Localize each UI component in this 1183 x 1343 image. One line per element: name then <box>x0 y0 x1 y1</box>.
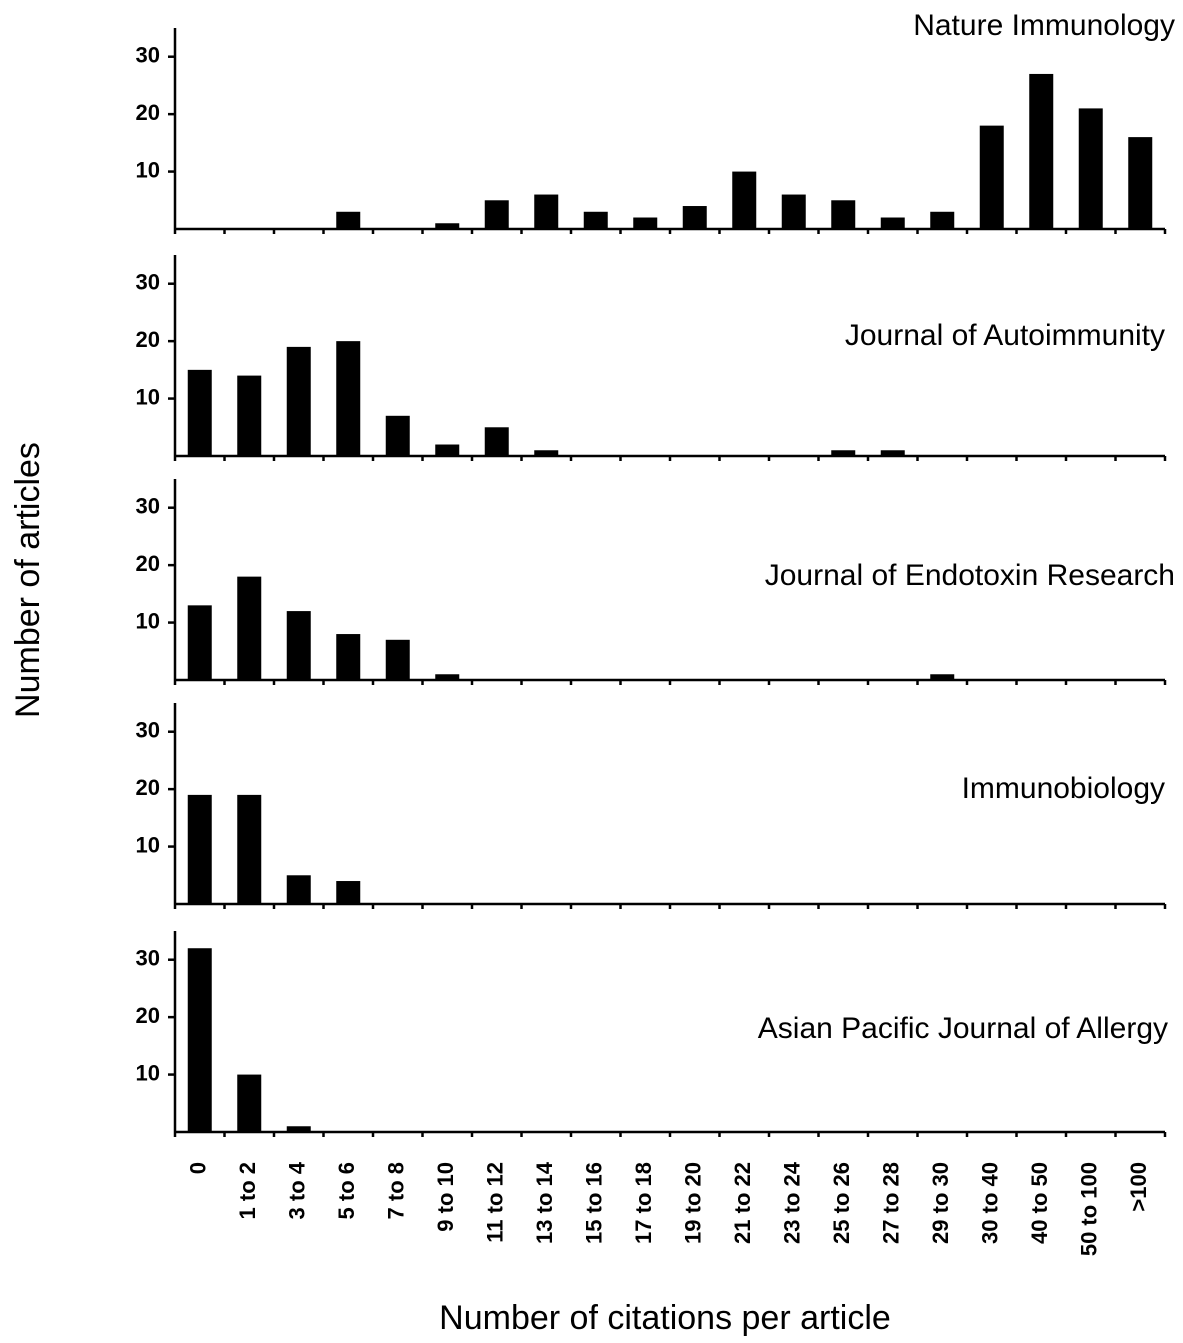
bar <box>237 794 262 904</box>
x-tick-label: 15 to 16 <box>582 1162 607 1244</box>
bar <box>435 223 460 229</box>
bar <box>1078 108 1103 229</box>
bar <box>930 674 955 680</box>
bar <box>1029 73 1054 229</box>
x-tick-label: 25 to 26 <box>829 1162 854 1244</box>
panel-title: Immunobiology <box>962 772 1165 805</box>
bar <box>385 415 410 456</box>
bar <box>880 217 905 229</box>
y-tick-label: 30 <box>136 270 160 295</box>
y-tick-label: 30 <box>136 494 160 519</box>
x-tick-label: 0 <box>186 1162 211 1174</box>
x-tick-label: 27 to 28 <box>879 1162 904 1244</box>
bar <box>781 194 806 229</box>
bar <box>732 171 757 229</box>
bar <box>484 200 509 229</box>
bar <box>187 948 212 1132</box>
bar <box>1128 137 1153 229</box>
bar <box>286 346 311 456</box>
x-tick-label: 40 to 50 <box>1027 1162 1052 1244</box>
y-tick-label: 10 <box>136 1060 160 1085</box>
bar <box>336 341 361 456</box>
bar <box>336 634 361 680</box>
bar <box>237 1074 262 1132</box>
y-tick-label: 10 <box>136 608 160 633</box>
x-tick-label: 11 to 12 <box>483 1162 508 1243</box>
bar <box>286 611 311 680</box>
bar <box>484 427 509 456</box>
bar <box>336 881 361 904</box>
x-tick-label: 19 to 20 <box>681 1162 706 1244</box>
x-tick-label: >100 <box>1126 1162 1151 1212</box>
y-tick-label: 20 <box>136 100 160 125</box>
x-tick-label: 17 to 18 <box>631 1162 656 1244</box>
y-tick-label: 20 <box>136 1003 160 1028</box>
y-tick-label: 10 <box>136 157 160 182</box>
y-tick-label: 20 <box>136 551 160 576</box>
y-tick-label: 20 <box>136 775 160 800</box>
x-tick-label: 7 to 8 <box>384 1162 409 1219</box>
bar <box>979 125 1004 229</box>
y-axis-title: Number of articles <box>9 442 47 718</box>
bar <box>385 639 410 680</box>
y-tick-label: 10 <box>136 384 160 409</box>
bar <box>880 450 905 456</box>
bar <box>831 450 856 456</box>
bar <box>633 217 658 229</box>
x-tick-label: 23 to 24 <box>780 1161 805 1244</box>
x-tick-label: 9 to 10 <box>433 1162 458 1232</box>
panel-title: Nature Immunology <box>913 9 1175 42</box>
x-tick-label: 1 to 2 <box>235 1162 260 1219</box>
bar <box>187 794 212 904</box>
bar <box>682 206 707 229</box>
bar <box>435 674 460 680</box>
panel-title: Journal of Endotoxin Research <box>765 559 1175 592</box>
bar <box>187 605 212 680</box>
x-tick-label: 29 to 30 <box>928 1162 953 1244</box>
x-tick-label: 50 to 100 <box>1077 1162 1102 1256</box>
bar <box>583 211 608 229</box>
x-tick-label: 30 to 40 <box>978 1162 1003 1244</box>
y-tick-label: 30 <box>136 43 160 68</box>
bar <box>930 211 955 229</box>
x-tick-label: 13 to 14 <box>532 1161 557 1244</box>
bar <box>237 576 262 680</box>
x-axis-title: Number of citations per article <box>439 1299 891 1337</box>
bar <box>534 194 559 229</box>
bar <box>435 444 460 456</box>
panel-title: Journal of Autoimmunity <box>845 319 1165 352</box>
y-tick-label: 20 <box>136 327 160 352</box>
x-tick-label: 21 to 22 <box>730 1162 755 1244</box>
x-tick-label: 5 to 6 <box>334 1162 359 1219</box>
panel-title: Asian Pacific Journal of Allergy <box>758 1012 1168 1045</box>
bar <box>286 875 311 904</box>
bar <box>237 375 262 456</box>
bar <box>534 450 559 456</box>
x-tick-label: 3 to 4 <box>285 1161 310 1219</box>
bar <box>336 211 361 229</box>
bar <box>286 1126 311 1132</box>
y-tick-label: 10 <box>136 832 160 857</box>
y-tick-label: 30 <box>136 718 160 743</box>
bar <box>187 369 212 456</box>
y-tick-label: 30 <box>136 946 160 971</box>
bar <box>831 200 856 229</box>
